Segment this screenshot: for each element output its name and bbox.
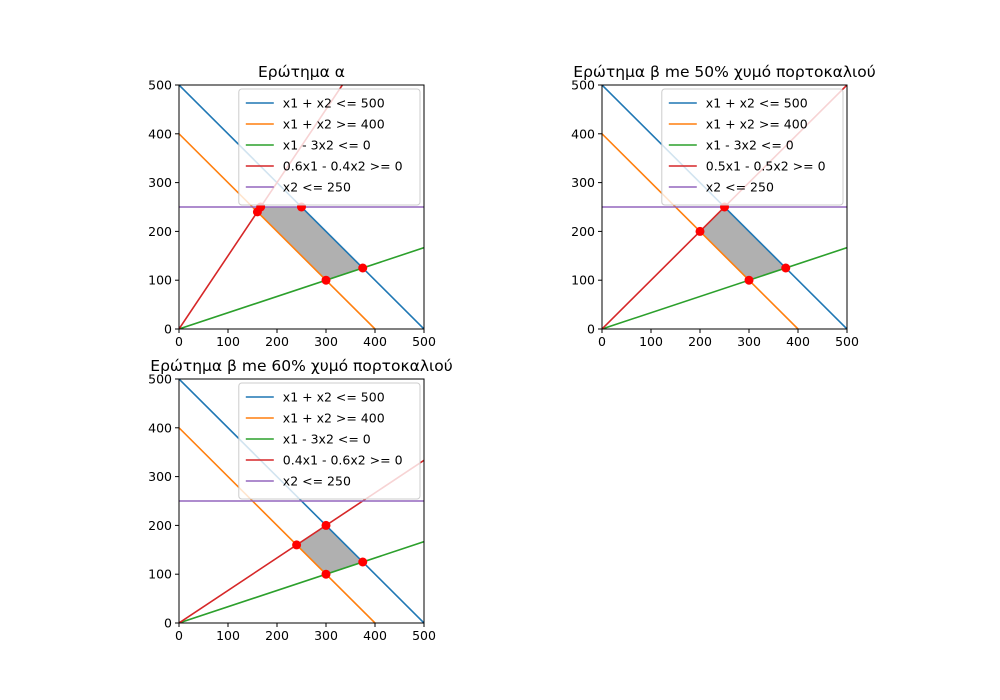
x-tick-label: 200 bbox=[265, 628, 289, 643]
y-tick-label: 500 bbox=[571, 78, 595, 93]
series-line-3 bbox=[602, 246, 847, 329]
y-tick-label: 400 bbox=[148, 420, 172, 435]
y-tick-label: 100 bbox=[148, 567, 172, 582]
vertex-point bbox=[292, 540, 302, 550]
legend-label: x1 + x2 >= 400 bbox=[706, 117, 808, 132]
x-tick-label: 0 bbox=[175, 334, 183, 349]
x-tick-label: 400 bbox=[363, 334, 387, 349]
x-tick-label: 100 bbox=[216, 628, 240, 643]
vertex-point bbox=[358, 263, 368, 273]
legend-label: x1 + x2 <= 500 bbox=[283, 390, 385, 405]
legend-label: x1 - 3x2 <= 0 bbox=[283, 138, 371, 153]
x-tick-label: 0 bbox=[598, 334, 606, 349]
y-tick-label: 400 bbox=[148, 126, 172, 141]
chart-title: Ερώτημα β me 60% χυμό πορτοκαλιού bbox=[150, 357, 452, 375]
x-tick-label: 400 bbox=[786, 334, 810, 349]
vertex-point bbox=[695, 226, 705, 236]
y-tick-label: 300 bbox=[148, 175, 172, 190]
y-tick-label: 0 bbox=[587, 322, 595, 337]
y-tick-label: 200 bbox=[148, 224, 172, 239]
legend-label: 0.4x1 - 0.6x2 >= 0 bbox=[283, 453, 403, 468]
y-tick-label: 300 bbox=[571, 175, 595, 190]
series-line-2 bbox=[179, 133, 376, 329]
legend-label: x1 + x2 <= 500 bbox=[706, 96, 808, 111]
x-tick-label: 100 bbox=[216, 334, 240, 349]
x-tick-label: 200 bbox=[265, 334, 289, 349]
series-line-3 bbox=[179, 246, 424, 329]
vertex-point bbox=[321, 520, 331, 530]
plot-area bbox=[179, 379, 424, 623]
vertex-point bbox=[781, 263, 791, 273]
subplot-2: 0 100 200 300 400 5000100200300400500Ερώτημα … bbox=[571, 63, 876, 349]
feasible-region bbox=[700, 207, 786, 281]
y-tick-label: 200 bbox=[571, 224, 595, 239]
legend-label: x2 <= 250 bbox=[706, 180, 774, 195]
y-tick-label: 500 bbox=[148, 372, 172, 387]
y-tick-label: 200 bbox=[148, 518, 172, 533]
legend-label: x1 + x2 >= 400 bbox=[283, 411, 385, 426]
y-tick-label: 500 bbox=[148, 78, 172, 93]
y-tick-label: 100 bbox=[148, 273, 172, 288]
x-tick-label: 300 bbox=[314, 334, 338, 349]
axes-frame bbox=[178, 84, 425, 330]
legend-box bbox=[238, 88, 421, 206]
y-tick-label: 0 bbox=[164, 322, 172, 337]
x-tick-label: 500 bbox=[412, 628, 436, 643]
legend: x1 + x2 <= 500 x1 + x2 >= 400 x1 - 3x2 <= … bbox=[238, 382, 421, 500]
x-tick-label: 100 bbox=[639, 334, 663, 349]
feasible-region bbox=[257, 207, 363, 281]
x-tick-label: 500 bbox=[835, 334, 859, 349]
legend-label: x2 <= 250 bbox=[283, 180, 351, 195]
legend-box bbox=[661, 88, 844, 206]
series-line-2 bbox=[179, 427, 376, 623]
legend: x1 + x2 <= 500 x1 + x2 >= 400 x1 - 3x2 <= … bbox=[238, 88, 421, 206]
legend-label: x1 + x2 <= 500 bbox=[283, 96, 385, 111]
legend-label: x2 <= 250 bbox=[283, 474, 351, 489]
y-tick-label: 400 bbox=[571, 126, 595, 141]
vertex-point bbox=[358, 557, 368, 567]
legend: x1 + x2 <= 500 x1 + x2 >= 400 x1 - 3x2 <= … bbox=[661, 88, 844, 206]
x-tick-label: 400 bbox=[363, 628, 387, 643]
legend-label: x1 - 3x2 <= 0 bbox=[283, 432, 371, 447]
feasible-region bbox=[296, 525, 363, 575]
x-tick-label: 500 bbox=[412, 334, 436, 349]
axes-frame bbox=[178, 378, 425, 624]
legend-label: 0.6x1 - 0.4x2 >= 0 bbox=[283, 159, 403, 174]
series-line-3 bbox=[179, 540, 424, 623]
legend-label: 0.5x1 - 0.5x2 >= 0 bbox=[706, 159, 826, 174]
legend-box bbox=[238, 382, 421, 500]
legend-label: x1 - 3x2 <= 0 bbox=[706, 138, 794, 153]
x-tick-label: 300 bbox=[737, 334, 761, 349]
x-tick-label: 0 bbox=[175, 628, 183, 643]
chart-title: Ερώτημα β me 50% χυμό πορτοκαλιού bbox=[573, 63, 875, 81]
x-tick-label: 200 bbox=[688, 334, 712, 349]
subplot-3: 0 100 200 300 400 5000100200300400500Ερώτημα … bbox=[148, 357, 453, 643]
legend-label: x1 + x2 >= 400 bbox=[283, 117, 385, 132]
x-tick-label: 300 bbox=[314, 628, 338, 643]
axes-frame bbox=[601, 84, 848, 330]
subplot-1: 0 100 200 300 400 500 0 100 200 300 400 500 Ερώτημα … bbox=[148, 63, 436, 349]
vertex-point bbox=[321, 275, 331, 285]
chart-title: Ερώτημα α bbox=[258, 63, 345, 81]
y-tick-label: 100 bbox=[571, 273, 595, 288]
vertex-point bbox=[744, 275, 754, 285]
y-tick-label: 300 bbox=[148, 469, 172, 484]
y-tick-label: 0 bbox=[164, 616, 172, 631]
vertex-point bbox=[321, 569, 331, 579]
